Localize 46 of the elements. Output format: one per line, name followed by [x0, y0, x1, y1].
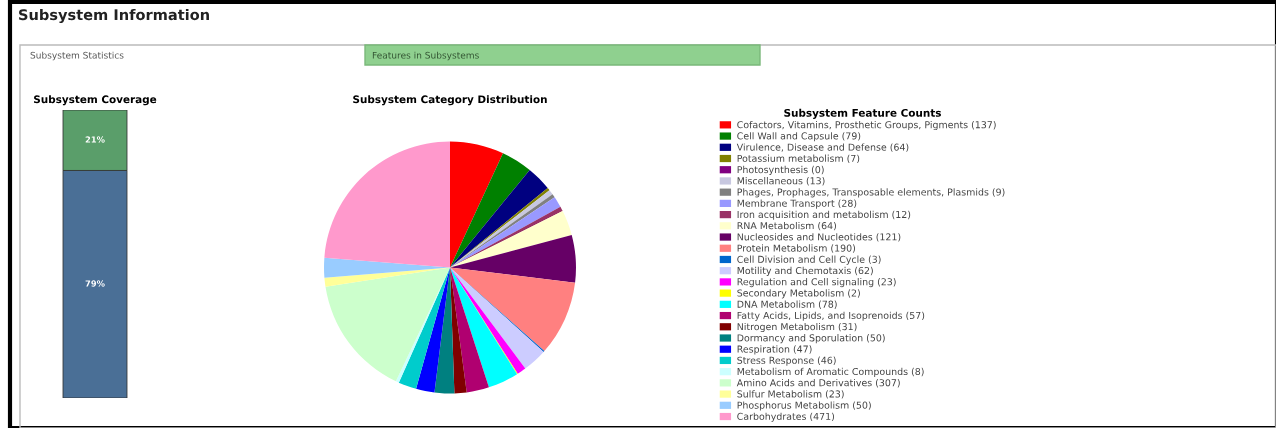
pie-slice [450, 141, 504, 268]
legend-label: Carbohydrates (471) [737, 412, 835, 422]
legend-label: Protein Metabolism (190) [737, 244, 855, 253]
legend-label: Dormancy and Sporulation (50) [737, 334, 885, 344]
legend-label: Membrane Transport (28) [737, 199, 857, 209]
data-label: 21% [85, 136, 105, 143]
legend-label: Fatty Acids, Lipids, and Isoprenoids (57) [737, 311, 925, 321]
pie-slice [450, 267, 544, 369]
legend-label: Secondary Metabolism (2) [737, 289, 860, 299]
text: Features in Subsystems [372, 51, 479, 61]
legend-label: Respiration (47) [737, 345, 812, 355]
pie-slice [450, 267, 576, 351]
legend-label: DNA Metabolism (78) [737, 300, 837, 309]
legend-label: Iron acquisition and metabolism (12) [737, 210, 911, 220]
legend-label: Regulation and Cell signaling (23) [737, 278, 896, 288]
pie-slice [324, 257, 450, 278]
legend-label: Cell Division and Cell Cycle (3) [737, 255, 881, 265]
legend-label: Miscellaneous (13) [737, 177, 825, 186]
legend-label: Motility and Chemotaxis (62) [737, 266, 873, 276]
pie-slice [450, 267, 489, 393]
text: Subsystem Information [19, 8, 209, 24]
legend-label: Stress Response (46) [737, 356, 836, 366]
legend-label: Cofactors, Vitamins, Prosthetic Groups, Pigments (137) [737, 120, 996, 131]
pie-slice [416, 267, 450, 393]
legend-label: RNA Metabolism (64) [737, 221, 836, 231]
pie-slice [450, 153, 530, 268]
pie-slice [450, 234, 576, 283]
legend-label: Potassium metabolism (7) [737, 154, 860, 164]
pie-slice [324, 141, 450, 268]
legend-label: Phosphorus Metabolism (50) [737, 401, 871, 411]
chart-title: Subsystem Category Distribution [353, 95, 547, 106]
legend-label: Nitrogen Metabolism (31) [737, 322, 857, 333]
legend-label: Virulence, Disease and Defense (64) [736, 143, 909, 152]
pie-slice [325, 267, 450, 382]
text: Subsystem Statistics [30, 51, 124, 61]
legend-label: Metabolism of Aromatic Compounds (8) [737, 367, 924, 377]
legend-label: Amino Acids and Derivatives (307) [736, 378, 900, 388]
legend-label: Sulfur Metabolism (23) [737, 390, 844, 399]
legend-label: Nucleosides and Nucleotides (121) [737, 233, 901, 242]
legend-title: Subsystem Feature Counts [784, 108, 941, 119]
data-label: 79% [85, 280, 105, 287]
legend-label: Cell Wall and Capsule (79) [737, 132, 861, 142]
chart-title: Subsystem Coverage [34, 95, 157, 106]
legend-label: Phages, Prophages, Transposable elements, Plasmids (9) [737, 188, 1005, 198]
legend-label: Photosynthesis (0) [737, 165, 824, 175]
pie-slice [450, 169, 548, 268]
